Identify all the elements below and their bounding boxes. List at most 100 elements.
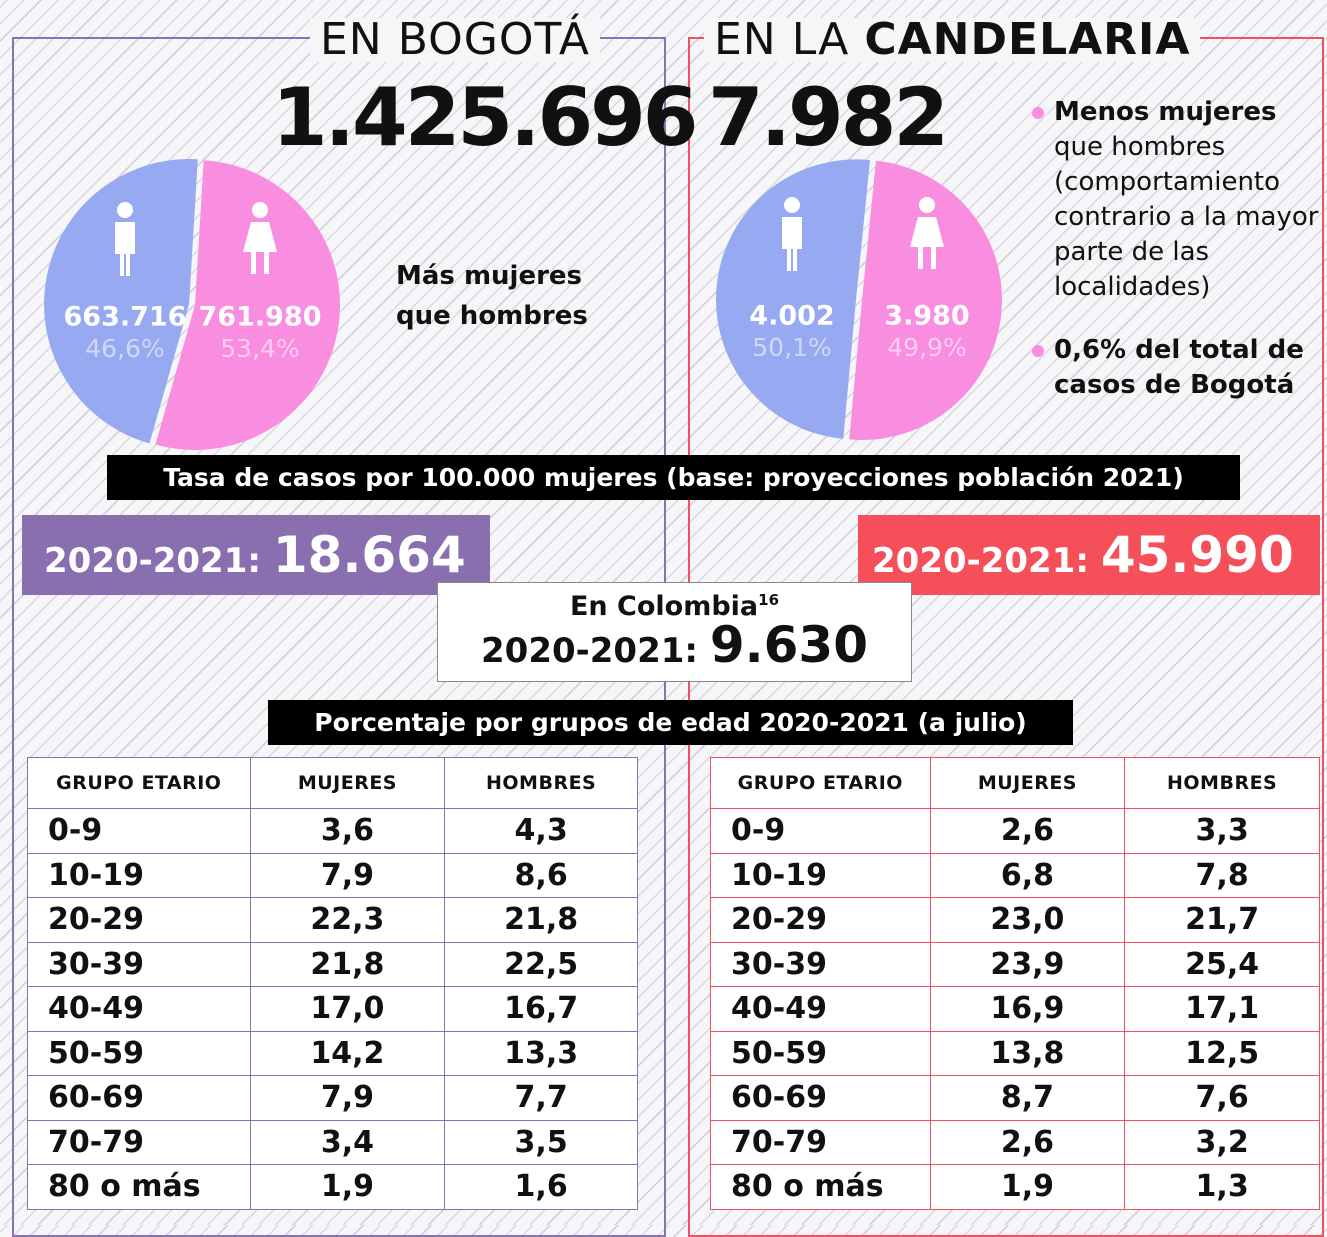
cell: 30-39 (27, 941, 251, 987)
slice-count: 761.980 (199, 302, 322, 333)
rate-banner: Tasa de casos por 100.000 mujeres (base:… (107, 455, 1240, 500)
header-row: GRUPO ETARIO MUJERES HOMBRES (27, 757, 638, 809)
row: 0-9 2,6 3,3 (710, 808, 1320, 854)
cell: 17,0 (249, 986, 446, 1032)
row: 0-9 3,6 4,3 (27, 808, 638, 854)
cell: 80 o más (710, 1164, 931, 1210)
cell: 14,2 (249, 1030, 446, 1076)
header-cell: GRUPO ETARIO (27, 757, 251, 809)
cell: 80 o más (27, 1164, 251, 1210)
cell: 20-29 (710, 897, 931, 943)
cell: 13,3 (444, 1030, 638, 1076)
cell: 50-59 (27, 1030, 251, 1076)
row: 30-39 23,9 25,4 (710, 941, 1320, 987)
left-note: Más mujeres que hombres (396, 261, 588, 331)
slice-count: 3.980 (884, 301, 969, 332)
row: 10-19 6,8 7,8 (710, 852, 1320, 898)
cell: 7,9 (249, 1075, 446, 1121)
cell: 60-69 (710, 1075, 931, 1121)
rate-value: 18.664 (272, 526, 466, 584)
slice-percent: 46,6% (85, 334, 164, 363)
cell: 1,9 (249, 1164, 446, 1210)
icon-head (117, 202, 133, 218)
bullet-dot (1032, 107, 1044, 119)
note-text: que hombres (comportamiento contrario a … (1054, 132, 1319, 302)
cell: 1,9 (929, 1164, 1126, 1210)
header-cell: GRUPO ETARIO (710, 757, 931, 809)
rate-label: 2020-2021: (872, 541, 1089, 581)
row: 40-49 16,9 17,1 (710, 986, 1320, 1032)
right-title: EN LA CANDELARIA (704, 18, 1201, 62)
icon-body (782, 217, 802, 271)
note-bold: Menos mujeres (1054, 97, 1277, 127)
left-total: 1.425.696 (272, 71, 698, 164)
bullet-dot (1032, 345, 1044, 357)
cell: 60-69 (27, 1075, 251, 1121)
cell: 22,3 (249, 897, 446, 943)
cell: 70-79 (710, 1119, 931, 1165)
cell: 3,2 (1124, 1119, 1320, 1165)
row: 30-39 21,8 22,5 (27, 941, 638, 987)
icon-body (115, 222, 135, 276)
header-cell: HOMBRES (444, 757, 638, 809)
row: 10-19 7,9 8,6 (27, 852, 638, 898)
slice-count: 663.716 (64, 302, 187, 333)
cell: 23,0 (929, 897, 1126, 943)
icon-head (252, 202, 268, 218)
cell: 20-29 (27, 897, 251, 943)
row: 50-59 13,8 12,5 (710, 1030, 1320, 1076)
icon-head (784, 197, 800, 213)
pie-slice (155, 160, 340, 450)
cell: 40-49 (710, 986, 931, 1032)
slice-percent: 49,9% (887, 333, 966, 362)
cell: 50-59 (710, 1030, 931, 1076)
row: 20-29 23,0 21,7 (710, 897, 1320, 943)
cell: 4,3 (444, 808, 638, 854)
rate-label: 2020-2021: (44, 541, 261, 581)
cell: 3,5 (444, 1119, 638, 1165)
right-total: 7.982 (708, 71, 949, 164)
note-bold: 0,6% del total de casos de Bogotá (1054, 335, 1304, 400)
icon-body (243, 222, 277, 274)
row: 20-29 22,3 21,8 (27, 897, 638, 943)
cell: 2,6 (929, 1119, 1126, 1165)
cell: 25,4 (1124, 941, 1320, 987)
cell: 3,4 (249, 1119, 446, 1165)
cell: 23,9 (929, 941, 1126, 987)
colombia-value: 9.630 (709, 616, 868, 674)
cell: 30-39 (710, 941, 931, 987)
note: 0,6% del total de casos de Bogotá (1032, 333, 1322, 403)
row: 80 o más 1,9 1,3 (710, 1164, 1320, 1210)
cell: 7,7 (444, 1075, 638, 1121)
cell: 6,8 (929, 852, 1126, 898)
colombia-box: En Colombia16 2020-2021: 9.630 (437, 582, 912, 682)
cell: 3,6 (249, 808, 446, 854)
cell: 70-79 (27, 1119, 251, 1165)
cell: 10-19 (27, 852, 251, 898)
colombia-title: En Colombia (569, 591, 759, 622)
cell: 17,1 (1124, 986, 1320, 1032)
pie-slice (849, 160, 1002, 440)
cell: 1,6 (444, 1164, 638, 1210)
cell: 3,3 (1124, 808, 1320, 854)
cell: 7,8 (1124, 852, 1320, 898)
note: Menos mujeres que hombres (comportamient… (1032, 95, 1322, 305)
cell: 1,3 (1124, 1164, 1320, 1210)
header-cell: MUJERES (249, 757, 446, 809)
row: 50-59 14,2 13,3 (27, 1030, 638, 1076)
row: 60-69 8,7 7,6 (710, 1075, 1320, 1121)
footnote: 16 (758, 591, 780, 609)
pie-slice (716, 159, 871, 439)
slice-percent: 53,4% (220, 334, 299, 363)
cell: 7,9 (249, 852, 446, 898)
right-rate: 2020-2021: 45.990 (858, 515, 1320, 595)
rate-value: 45.990 (1100, 526, 1294, 584)
left-title: EN BOGOTÁ (310, 18, 601, 62)
cell: 22,5 (444, 941, 638, 987)
row: 60-69 7,9 7,7 (27, 1075, 638, 1121)
slice-percent: 50,1% (752, 333, 831, 362)
cell: 21,8 (444, 897, 638, 943)
